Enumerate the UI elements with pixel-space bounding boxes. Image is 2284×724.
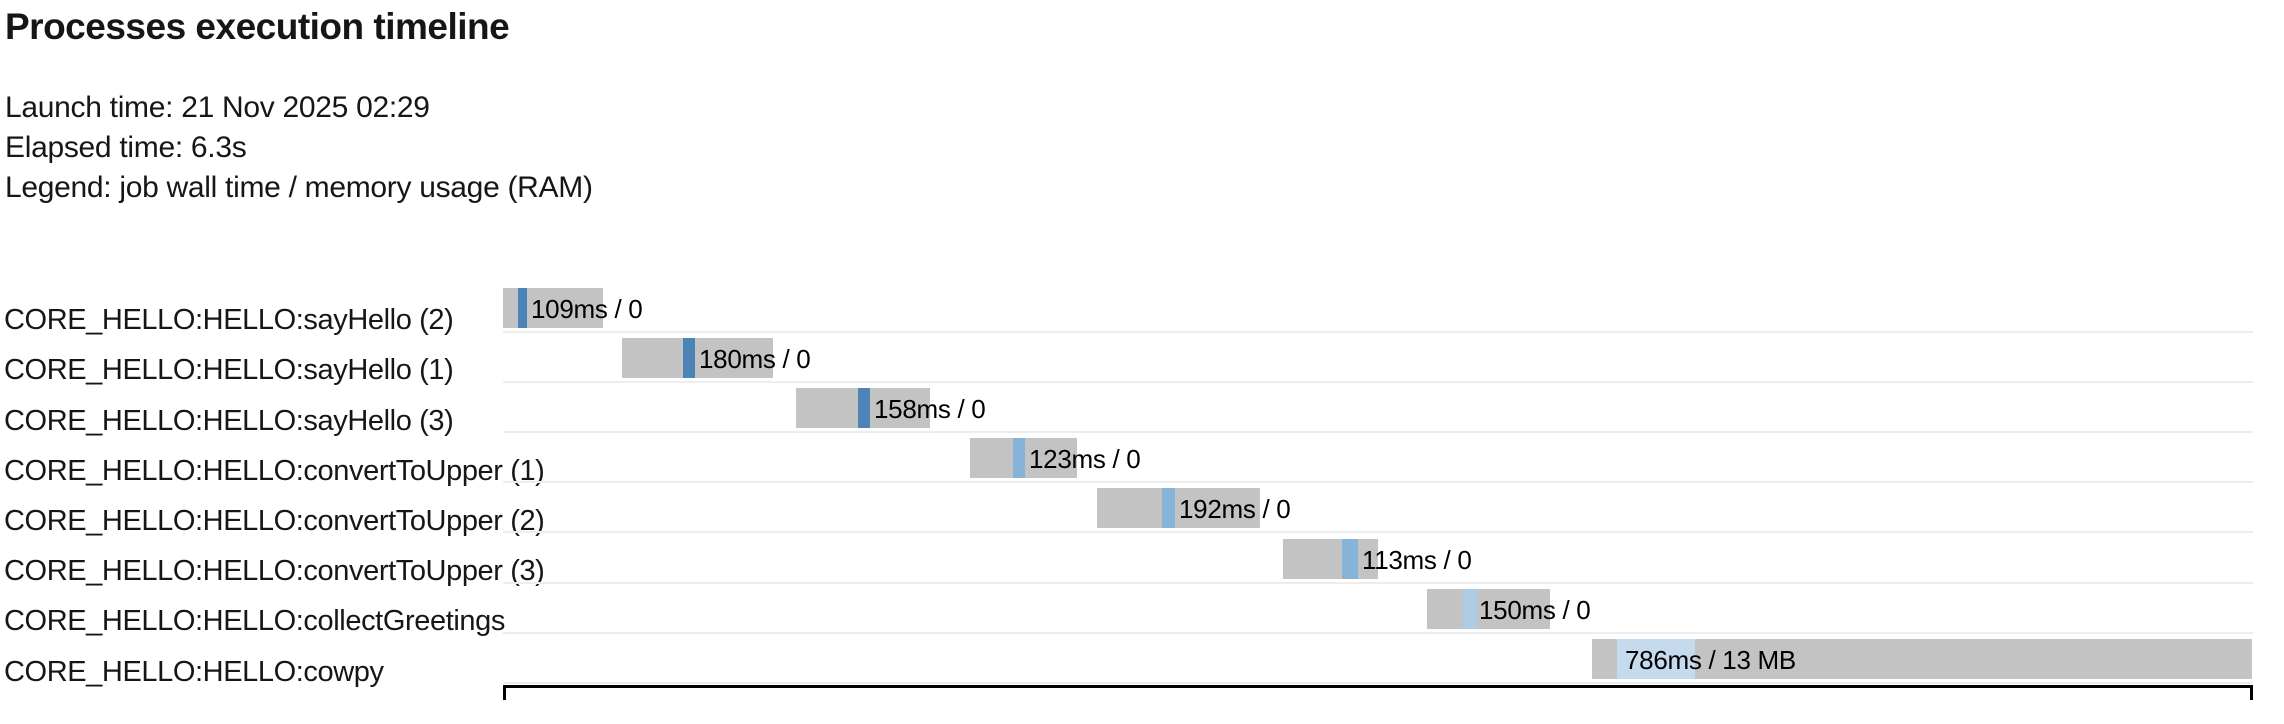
row-separator <box>503 330 2253 333</box>
task-bar <box>622 337 773 378</box>
row-separator <box>503 380 2253 383</box>
task-bar <box>970 438 1077 479</box>
launch-time-line: Launch time: 21 Nov 2025 02:29 <box>5 91 430 124</box>
task-bar-label: 180ms / 0 <box>699 343 811 374</box>
time-axis <box>503 685 2253 688</box>
task-bar <box>1283 538 1378 579</box>
task-bar-label: 786ms / 13 MB <box>1625 645 1796 675</box>
task-bar <box>1097 488 1260 529</box>
task-bar <box>1427 588 1550 629</box>
task-run-segment <box>858 388 870 428</box>
task-bar-label: 113ms / 0 <box>1362 544 1472 575</box>
row-separator <box>503 682 2253 684</box>
task-run-segment <box>683 337 695 378</box>
row-separator <box>503 581 2253 584</box>
task-run-segment <box>1617 639 1695 679</box>
page-title: Processes execution timeline <box>5 6 510 47</box>
row-separator <box>503 531 2253 534</box>
task-run-segment <box>1162 488 1175 529</box>
row-separator <box>503 481 2253 484</box>
task-bar-label: 192ms / 0 <box>1179 494 1291 525</box>
task-run-segment <box>1013 438 1025 479</box>
task-label: CORE_HELLO:HELLO:convertToUpper (1) <box>4 454 545 487</box>
task-bar-label: 150ms / 0 <box>1479 594 1591 625</box>
report-meta: Launch time: 21 Nov 2025 02:29 Elapsed t… <box>5 88 593 208</box>
task-label: CORE_HELLO:HELLO:collectGreetings <box>4 605 505 638</box>
task-bar <box>1592 639 2252 679</box>
task-bar-label: 158ms / 0 <box>874 394 986 424</box>
elapsed-time-line: Elapsed time: 6.3s <box>5 131 247 164</box>
task-label: CORE_HELLO:HELLO:sayHello (3) <box>4 404 454 437</box>
task-run-segment <box>1342 538 1358 579</box>
task-label: CORE_HELLO:HELLO:convertToUpper (3) <box>4 555 545 588</box>
task-bar-label: 109ms / 0 <box>531 293 643 324</box>
legend-line: Legend: job wall time / memory usage (RA… <box>5 171 593 204</box>
time-axis-right-tick <box>2250 685 2253 700</box>
task-label: CORE_HELLO:HELLO:sayHello (2) <box>4 304 454 337</box>
task-run-segment <box>1463 588 1477 629</box>
task-bar <box>503 287 603 328</box>
task-label: CORE_HELLO:HELLO:cowpy <box>4 655 384 688</box>
row-separator <box>503 631 2253 634</box>
task-label: CORE_HELLO:HELLO:convertToUpper (2) <box>4 504 545 537</box>
row-separator <box>503 431 2253 433</box>
time-axis-left-tick <box>503 685 506 700</box>
task-bar <box>796 388 930 428</box>
task-bar-label: 123ms / 0 <box>1029 444 1141 475</box>
task-label: CORE_HELLO:HELLO:sayHello (1) <box>4 354 454 387</box>
task-run-segment <box>518 287 527 328</box>
